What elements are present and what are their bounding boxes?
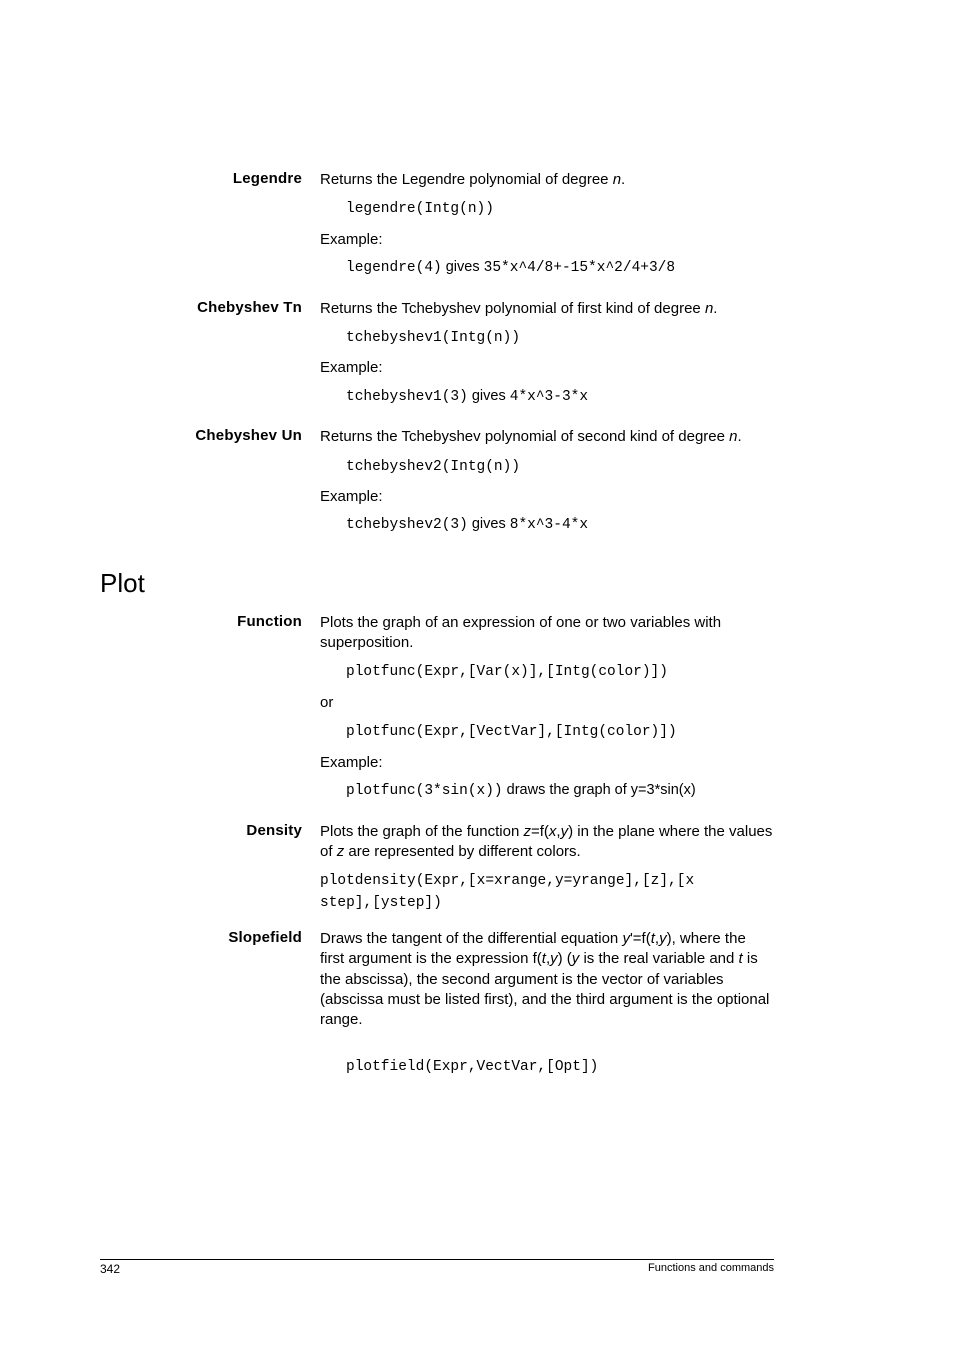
- example-line: tchebyshev1(3) gives 4*x^3-3*x: [320, 387, 774, 408]
- syntax-code: plotfunc(Expr,[VectVar],[Intg(color)]): [346, 724, 677, 740]
- footer-text: Functions and commands: [648, 1262, 774, 1276]
- example-label: Example:: [320, 358, 774, 378]
- desc-text: Draws the tangent of the differential eq…: [320, 929, 774, 1030]
- syntax-code: legendre(Intg(n)): [346, 201, 494, 217]
- example-label: Example:: [320, 230, 774, 250]
- page-number: 342: [100, 1262, 120, 1276]
- example-line: tchebyshev2(3) gives 8*x^3-4*x: [320, 515, 774, 536]
- section-plot: Plot: [100, 568, 954, 599]
- desc-text: Returns the Tchebyshev polynomial of fir…: [320, 299, 774, 319]
- desc-text: Plots the graph of the function z=f(x,y)…: [320, 822, 774, 863]
- example-label: Example:: [320, 753, 774, 773]
- page-footer: 342 Functions and commands: [100, 1259, 774, 1276]
- desc-text: Returns the Legendre polynomial of degre…: [320, 170, 774, 190]
- syntax-code: tchebyshev2(Intg(n)): [346, 459, 520, 475]
- term-chebyshev-un: Chebyshev Un: [195, 427, 302, 444]
- syntax-code: plotdensity(Expr,[x=xrange,y=yrange],[z]…: [320, 873, 694, 911]
- or-label: or: [320, 693, 774, 713]
- term-density: Density: [246, 822, 302, 839]
- term-slopefield: Slopefield: [228, 929, 302, 946]
- desc-text: Plots the graph of an expression of one …: [320, 613, 774, 654]
- example-line: plotfunc(3*sin(x)) draws the graph of y=…: [320, 781, 774, 802]
- syntax-code: plotfunc(Expr,[Var(x)],[Intg(color)]): [346, 664, 668, 680]
- term-function: Function: [237, 613, 302, 630]
- desc-text: Returns the Tchebyshev polynomial of sec…: [320, 427, 774, 447]
- example-line: legendre(4) gives 35*x^4/8+-15*x^2/4+3/8: [320, 258, 774, 279]
- syntax-code: tchebyshev1(Intg(n)): [346, 330, 520, 346]
- example-label: Example:: [320, 487, 774, 507]
- term-legendre: Legendre: [233, 170, 302, 187]
- term-chebyshev-tn: Chebyshev Tn: [197, 299, 302, 316]
- syntax-code: plotfield(Expr,VectVar,[Opt]): [346, 1059, 598, 1075]
